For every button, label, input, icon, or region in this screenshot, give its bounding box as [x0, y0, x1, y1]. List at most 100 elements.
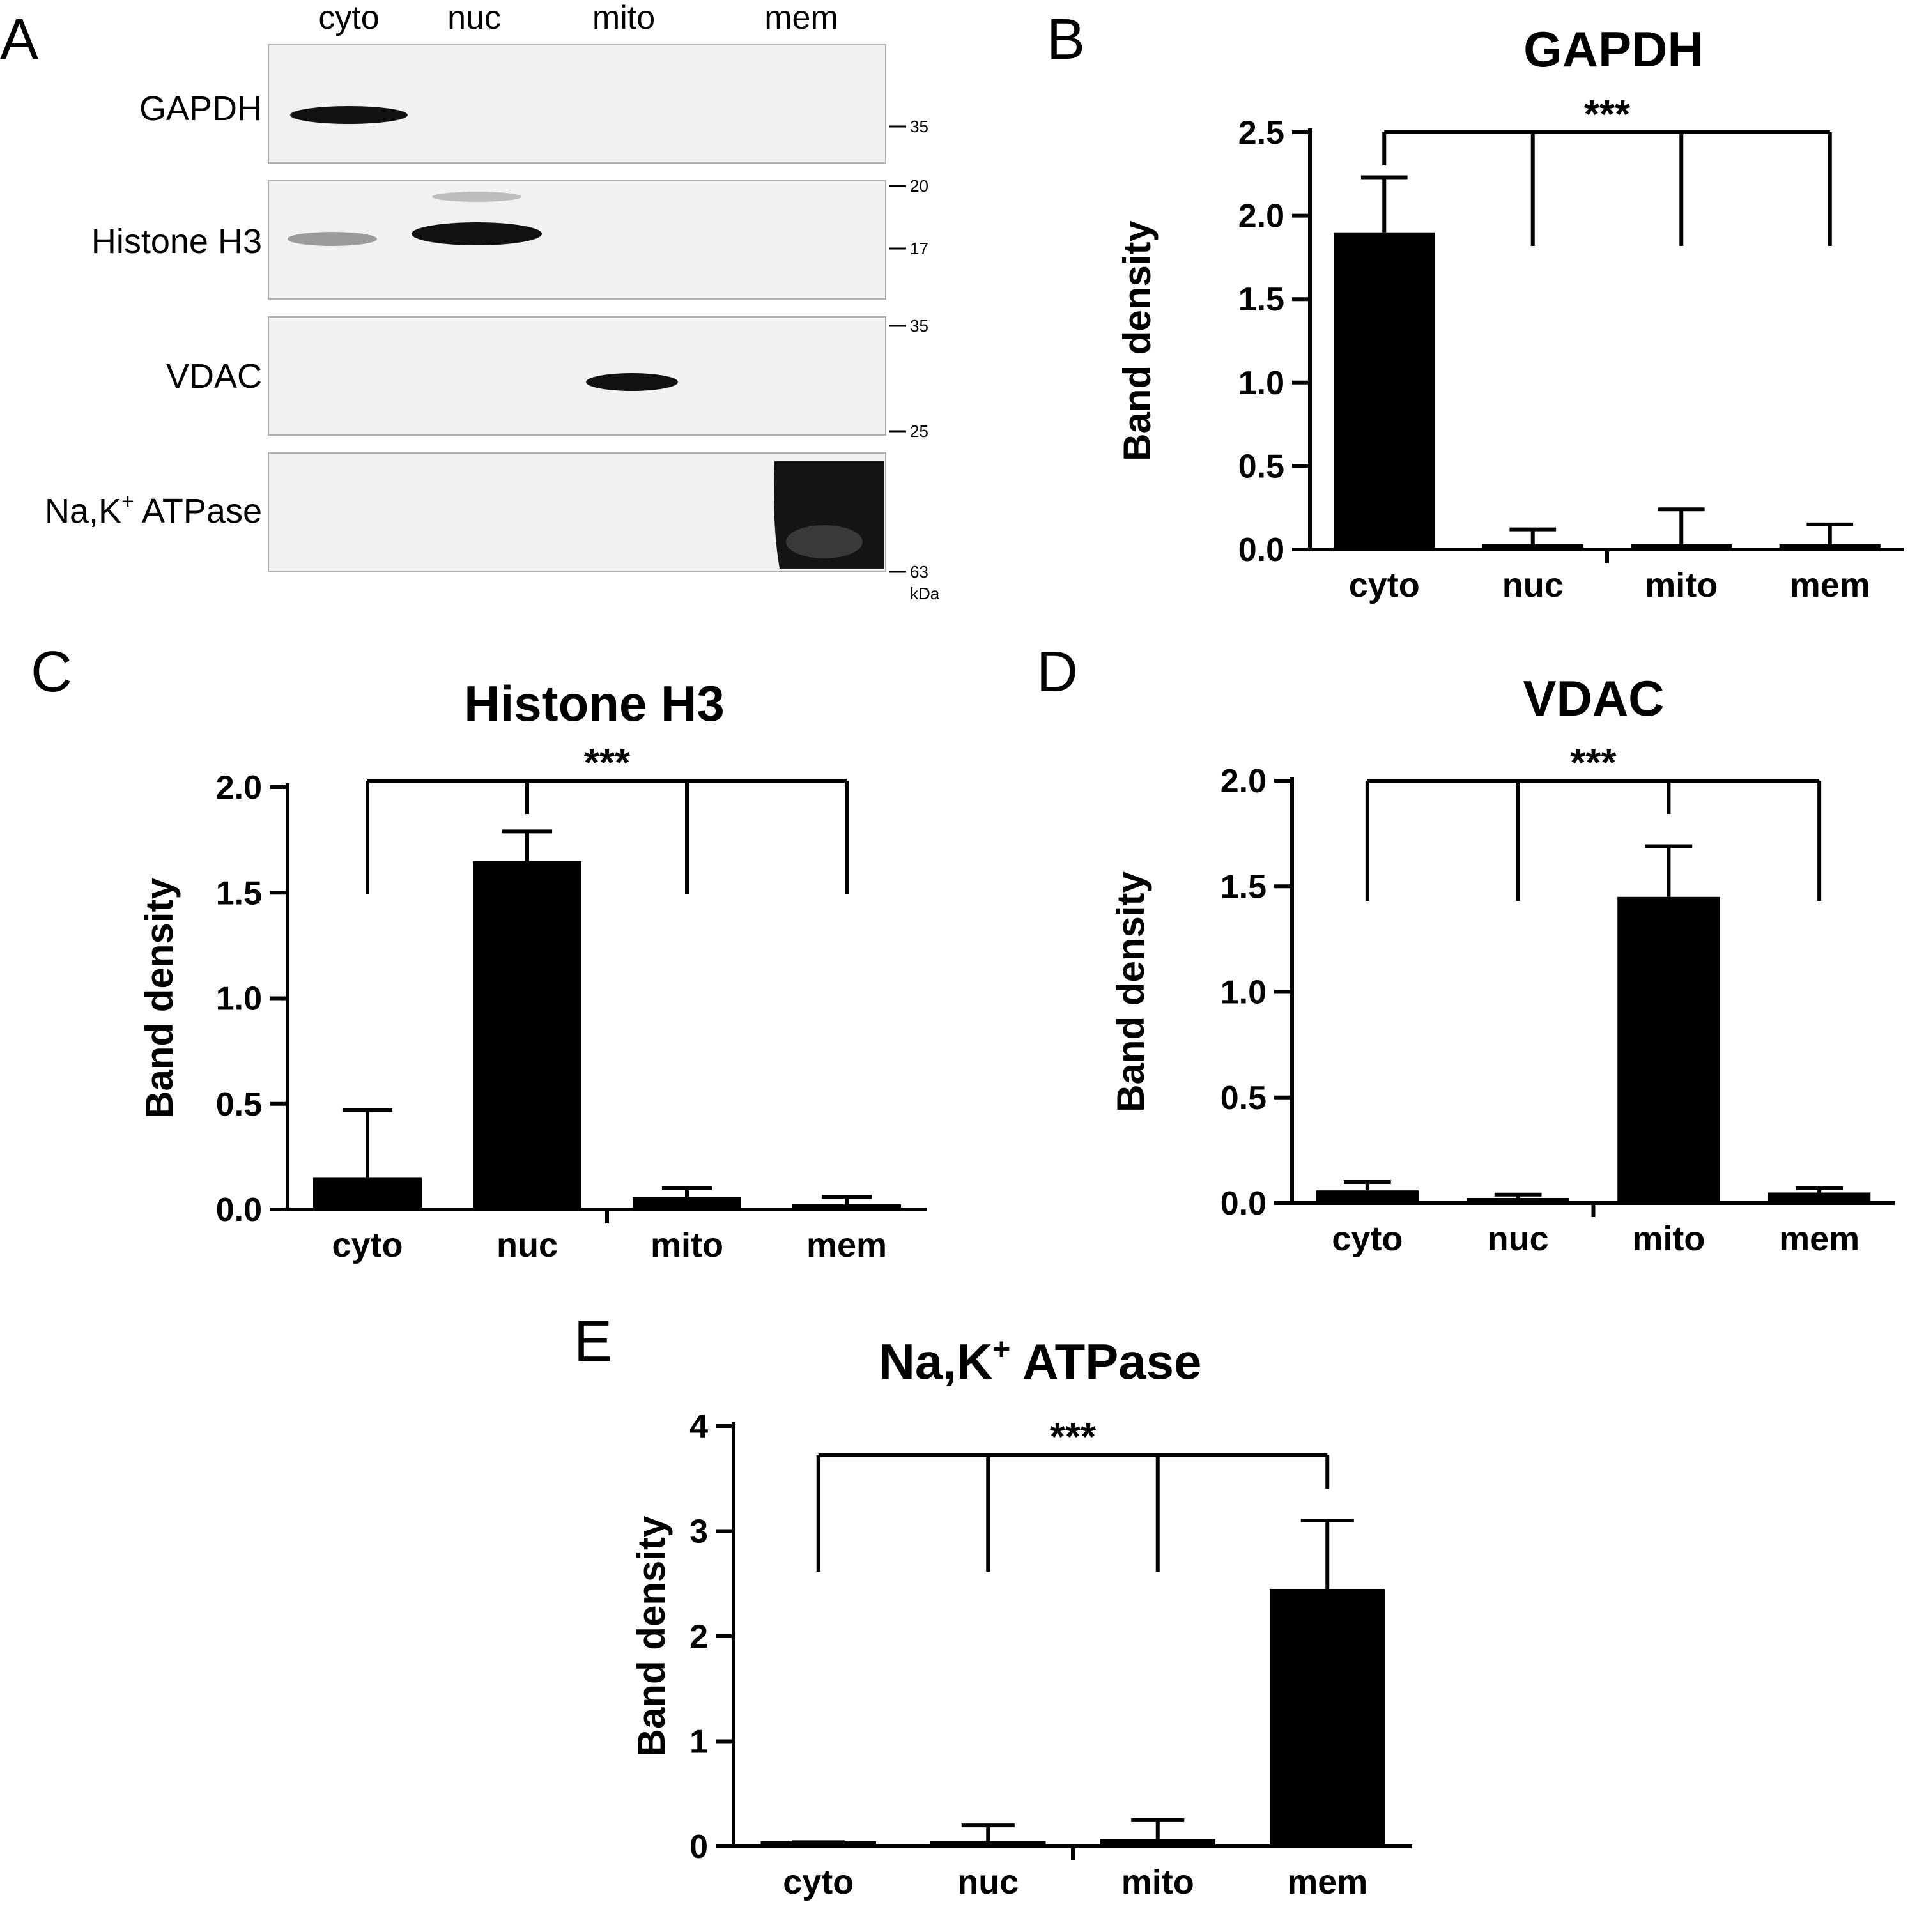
- bar-mito: [633, 1197, 741, 1209]
- x-tick-label-nuc: nuc: [497, 1226, 558, 1264]
- bar-nuc: [1482, 544, 1583, 549]
- y-tick-label: 0.5: [1220, 1080, 1266, 1117]
- mw-marker-label: 35: [910, 316, 928, 335]
- y-tick-label: 1.0: [216, 981, 262, 1018]
- chart-title: GAPDH: [1523, 21, 1704, 77]
- bar-mito: [1631, 544, 1732, 549]
- x-tick-label-cyto: cyto: [332, 1226, 403, 1264]
- blot-strip-gapdh: GAPDH 35: [139, 44, 928, 164]
- panel-letter-a: A: [0, 8, 38, 72]
- y-axis-title: Band density: [1109, 871, 1152, 1112]
- y-tick-label: 0.0: [1220, 1185, 1266, 1222]
- mw-marker-label: 25: [910, 422, 928, 441]
- y-axis-title: Band density: [1116, 220, 1159, 461]
- blot-label-histone-h3: Histone H3: [91, 222, 262, 261]
- blot-strip-histone-h3: Histone H3 20 17: [91, 176, 928, 300]
- x-tick-label-mito: mito: [1645, 566, 1718, 604]
- panel-letter-c: C: [31, 640, 72, 704]
- panel-letter-d: D: [1036, 640, 1078, 704]
- y-tick-label: 3: [689, 1514, 708, 1551]
- x-tick-label-mem: mem: [1779, 1220, 1859, 1258]
- bar-mem: [792, 1204, 901, 1209]
- blot-label-gapdh: GAPDH: [139, 89, 262, 128]
- significance-label: ***: [1050, 1415, 1097, 1459]
- panel-letter-e: E: [574, 1310, 612, 1374]
- y-tick-label: 2.0: [1238, 198, 1284, 235]
- bar-mem: [1269, 1588, 1385, 1846]
- x-tick-label-mem: mem: [1790, 566, 1870, 604]
- y-tick-label: 4: [689, 1408, 708, 1445]
- y-tick-label: 1.0: [1238, 365, 1284, 402]
- blot-band-vdac-mito: [586, 373, 678, 391]
- mw-marker-label: 20: [910, 176, 928, 195]
- blot-lane-label-mito: mito: [592, 0, 655, 36]
- chart-title: Na,K+ ATPase: [879, 1333, 1202, 1390]
- y-tick-label: 2: [689, 1618, 708, 1655]
- bar-cyto: [1334, 232, 1435, 549]
- significance-label: ***: [584, 741, 631, 785]
- y-tick-label: 1.5: [1220, 868, 1266, 905]
- y-tick-label: 0.5: [216, 1086, 262, 1123]
- x-tick-label-mito: mito: [1632, 1220, 1705, 1258]
- y-axis-title: Band density: [138, 878, 181, 1119]
- blot-strip-vdac: VDAC 35 25: [166, 316, 928, 441]
- blot-label-vdac: VDAC: [166, 357, 262, 395]
- x-tick-label-mem: mem: [1287, 1863, 1367, 1901]
- chart-panel-d-vdac: VDAC Band density 0.0 0.5 1.0 1.5 2.0 cyto nuc mi…: [1109, 670, 1895, 1258]
- bar-cyto: [1316, 1190, 1419, 1203]
- bar-nuc: [930, 1841, 1046, 1846]
- y-tick-label: 0.0: [216, 1192, 262, 1229]
- x-tick-label-mito: mito: [1121, 1863, 1194, 1901]
- x-tick-label-nuc: nuc: [1502, 566, 1564, 604]
- x-tick-label-cyto: cyto: [1332, 1220, 1403, 1258]
- blot-band-histone-cyto: [288, 232, 377, 246]
- blot-band-gapdh-cyto: [290, 106, 408, 124]
- x-tick-label-nuc: nuc: [957, 1863, 1019, 1901]
- x-tick-label-mito: mito: [651, 1226, 723, 1264]
- y-tick-label: 1.5: [216, 875, 262, 912]
- mw-marker-label: 63: [910, 562, 928, 581]
- blot-band-histone-nuc: [412, 222, 542, 245]
- mw-marker-label: 17: [910, 239, 928, 258]
- x-tick-label-mem: mem: [806, 1226, 887, 1264]
- blot-membrane: [268, 316, 886, 436]
- bar-nuc: [1467, 1198, 1569, 1203]
- blot-strip-na-k-atpase: Na,K+ ATPase 63: [45, 452, 928, 581]
- blot-lane-label-cyto: cyto: [318, 0, 379, 36]
- mw-unit-label: kDa: [910, 584, 940, 603]
- blot-lane-label-nuc: nuc: [447, 0, 501, 36]
- chart-panel-c-histone-h3: Histone H3 Band density 0.0 0.5 1.0 1.5 2.0 cyt…: [138, 675, 927, 1264]
- x-tick-label-cyto: cyto: [1349, 566, 1420, 604]
- y-tick-label: 2.0: [1220, 763, 1266, 800]
- bar-cyto: [313, 1177, 422, 1209]
- y-tick-label: 2.0: [216, 769, 262, 806]
- y-tick-label: 1: [689, 1724, 708, 1761]
- mw-marker-label: 35: [910, 117, 928, 136]
- blot-band-atpase-mem-lower: [786, 525, 863, 558]
- significance-label: ***: [1570, 741, 1617, 785]
- y-tick-label: 1.0: [1220, 974, 1266, 1011]
- panel-a-western-blot: A cyto nuc mito mem GAPDH 35 Histone H3 …: [0, 0, 940, 603]
- panel-letter-b: B: [1047, 8, 1085, 72]
- bar-nuc: [473, 861, 581, 1209]
- y-tick-label: 0: [689, 1828, 708, 1866]
- bar-mito: [1617, 896, 1720, 1203]
- x-tick-label-nuc: nuc: [1488, 1220, 1549, 1258]
- chart-title: VDAC: [1523, 670, 1664, 726]
- blot-membrane: [268, 44, 886, 164]
- bar-mito: [1100, 1839, 1216, 1846]
- x-tick-label-cyto: cyto: [783, 1863, 854, 1901]
- bar-mem: [1779, 544, 1881, 549]
- y-tick-label: 2.5: [1238, 114, 1284, 151]
- blot-band-histone-nuc-upper: [432, 192, 521, 202]
- significance-label: ***: [1584, 93, 1631, 137]
- y-axis-title: Band density: [630, 1515, 673, 1756]
- y-tick-label: 0.5: [1238, 448, 1284, 485]
- chart-panel-e-na-k-atpase: Na,K+ ATPase Band density 0 1 2 3 4 cyto nuc mito…: [630, 1333, 1412, 1901]
- bar-mem: [1767, 1192, 1871, 1203]
- chart-title: Histone H3: [464, 675, 724, 732]
- chart-panel-b-gapdh: GAPDH Band density 0.0 0.5 1.0 1.5 2.0 2.5 cyto n…: [1116, 21, 1904, 604]
- y-tick-label: 0.0: [1238, 532, 1284, 569]
- blot-label-na-k-atpase: Na,K+ ATPase: [45, 489, 262, 530]
